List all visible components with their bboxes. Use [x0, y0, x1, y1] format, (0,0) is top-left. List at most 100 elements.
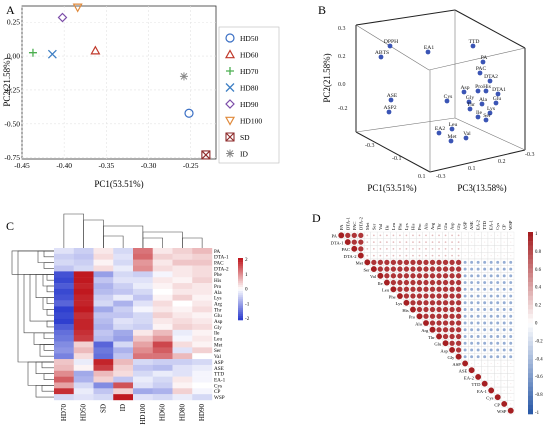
panel-b-zlabel: PC3(13.58%) — [457, 183, 506, 193]
panel-d-circle — [477, 234, 479, 236]
panel-c-cell — [113, 288, 134, 295]
panel-b-point — [449, 126, 455, 132]
panel-d-circle — [502, 294, 506, 298]
panel-d-circle — [377, 272, 384, 279]
panel-c-cell — [172, 382, 193, 389]
panel-d-circle — [503, 383, 505, 385]
panel-a-grid — [21, 6, 216, 159]
panel-d-circle — [463, 355, 467, 359]
panel-d-circle — [436, 273, 442, 279]
panel-d-circle — [444, 241, 447, 243]
panel-d-row-label: Met — [356, 261, 364, 266]
panel-b-point — [467, 106, 473, 112]
panel-d-circle — [489, 274, 493, 278]
panel-d-circle — [383, 279, 390, 286]
panel-c-scale-swatch — [238, 311, 243, 315]
panel-c-cell — [152, 382, 173, 389]
panel-d-circle — [463, 328, 467, 332]
panel-d-circle — [371, 259, 377, 265]
panel-c-cell — [133, 394, 153, 401]
panel-d-circle — [429, 273, 436, 279]
panel-d-col-label: EA-1 — [489, 219, 494, 230]
panel-d-circle — [438, 254, 440, 257]
panel-d-scale-swatch — [528, 409, 533, 415]
panel-d-circle — [497, 389, 499, 392]
panel-d-col-label: WSP — [508, 220, 513, 230]
panel-d-circle — [410, 293, 416, 299]
panel-d-col-label: Asp — [450, 222, 455, 230]
panel-d-circle — [470, 314, 474, 318]
panel-c-cell — [113, 294, 134, 301]
panel-d-scale-swatch — [528, 309, 533, 315]
panel-c-color-scale: 2 1 0 -1 -2 — [238, 257, 250, 322]
panel-b-point — [378, 54, 384, 60]
panel-d-circle — [423, 266, 429, 272]
panel-d-circle — [502, 308, 506, 311]
panel-c-cells — [54, 248, 213, 401]
panel-c-cell — [113, 277, 134, 284]
panel-d-circle — [418, 241, 421, 243]
panel-d-circle — [429, 313, 436, 319]
panel-d-circle — [372, 247, 375, 250]
panel-d-circle — [496, 267, 500, 271]
panel-c-row-label: Cys — [214, 383, 222, 389]
panel-b-point-label: Leu — [449, 122, 458, 128]
panel-a-point-hd60 — [90, 45, 101, 55]
panel-a-legend-marker-hd50 — [225, 33, 235, 43]
panel-c-row-label: Glu — [214, 313, 222, 319]
panel-d-circle — [483, 281, 487, 285]
panel-d-circle — [399, 247, 401, 250]
panel-c-cell — [152, 364, 173, 371]
panel-c-cell — [172, 288, 193, 295]
panel-d-circle — [416, 273, 423, 279]
panel-d-circle — [497, 376, 499, 378]
panel-d-col-label: Lys — [404, 223, 409, 230]
panel-c-cell — [172, 353, 193, 360]
panel-c-cell — [192, 265, 213, 272]
panel-c-col-label: HD90 — [198, 404, 206, 422]
panel-d-circle — [392, 241, 395, 243]
panel-b-point-label: PAC — [476, 66, 487, 72]
panel-d-circle — [403, 293, 410, 299]
panel-d-circle — [463, 308, 467, 311]
panel-d-circle — [457, 241, 460, 243]
panel-d-circle — [470, 335, 474, 338]
panel-c-cell — [152, 353, 173, 360]
panel-d-circle — [436, 306, 442, 313]
panel-d-circle — [496, 314, 500, 318]
panel-c-cell — [93, 248, 114, 255]
panel-d-col-label: Leu — [391, 222, 396, 230]
panel-d-circle — [403, 279, 410, 286]
panel-c-cell — [54, 277, 74, 284]
panel-d-circle — [509, 267, 513, 271]
panel-c-row-label: Ser — [214, 348, 221, 354]
panel-d-circle — [463, 281, 467, 285]
panel-d-circle — [429, 293, 436, 299]
panel-d-circle — [503, 234, 505, 236]
panel-c-cell — [93, 312, 114, 319]
svg-text:0.2: 0.2 — [338, 54, 346, 60]
panel-d-circle — [451, 254, 453, 257]
panel-c-cell — [172, 294, 193, 301]
panel-d-circle — [436, 266, 442, 272]
panel-d-circle — [476, 260, 480, 264]
panel-a-ytick-label: -0.25 — [4, 85, 20, 94]
panel-d-circle — [483, 274, 487, 278]
panel-c-cell — [192, 353, 213, 360]
panel-c-cell — [172, 335, 193, 342]
panel-d-scale-swatch — [528, 241, 533, 246]
panel-d-circle — [484, 254, 486, 257]
panel-c-cell — [73, 294, 94, 301]
panel-d-circle — [410, 259, 416, 265]
panel-c-row-label: ASE — [214, 366, 224, 372]
panel-d-circle — [509, 308, 513, 311]
panel-c-row-label: Met — [214, 342, 223, 348]
panel-a-legend-label: HD60 — [240, 51, 259, 60]
panel-c-col-label: HD80 — [178, 404, 186, 422]
panel-c-cell — [133, 353, 153, 360]
panel-c-scale-swatch — [238, 317, 243, 321]
panel-d-circle — [372, 254, 375, 257]
panel-c-cell — [192, 370, 213, 377]
panel-d-circle — [463, 301, 467, 305]
panel-d-scale-swatch — [528, 277, 533, 283]
